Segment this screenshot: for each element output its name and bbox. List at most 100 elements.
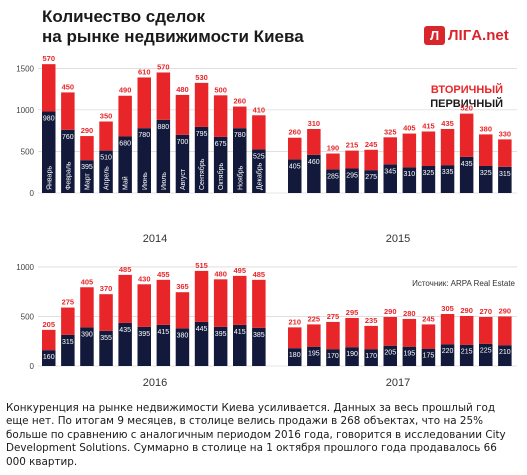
bar-secondary xyxy=(233,275,247,325)
bar-secondary xyxy=(479,134,493,166)
data-label-primary: 445 xyxy=(196,326,208,333)
bar-secondary xyxy=(80,136,94,161)
data-label-secondary: 380 xyxy=(479,124,492,133)
data-label-primary: 170 xyxy=(365,353,377,360)
data-label-primary: 380 xyxy=(177,332,189,339)
data-label-secondary: 235 xyxy=(365,316,378,325)
bar-secondary xyxy=(137,77,151,129)
data-label-primary: 980 xyxy=(43,116,55,123)
y-tick-label: 500 xyxy=(21,147,35,156)
chart-panel-2017: 210 180 225 195 275 170 295 190 235 170 290 205 280 1… xyxy=(288,304,512,389)
data-label-primary: 180 xyxy=(289,352,301,359)
y-tick-label: 1500 xyxy=(16,64,34,73)
bar-primary xyxy=(459,344,474,366)
data-label-primary: 395 xyxy=(138,331,150,338)
bar-secondary xyxy=(99,121,113,151)
bar-primary xyxy=(175,134,190,193)
bar-primary xyxy=(194,321,209,366)
bar-primary xyxy=(118,136,132,193)
bar-primary xyxy=(383,345,397,366)
data-label-secondary: 295 xyxy=(346,308,359,317)
bar-primary xyxy=(402,346,417,366)
data-label-primary: 325 xyxy=(423,170,435,177)
month-label: Июнь xyxy=(142,172,149,190)
bar-primary xyxy=(440,165,455,193)
bar-secondary xyxy=(61,92,75,130)
month-label: Ноябрь xyxy=(236,165,244,190)
data-label-secondary: 330 xyxy=(499,129,512,138)
bar-primary xyxy=(288,159,302,193)
data-label-secondary: 480 xyxy=(214,269,227,278)
bar-secondary xyxy=(402,318,417,347)
bar-secondary xyxy=(421,324,436,349)
month-label: Июль xyxy=(161,172,168,190)
bar-secondary xyxy=(175,292,190,329)
data-label-primary: 795 xyxy=(196,131,208,138)
data-label-primary: 395 xyxy=(81,164,93,171)
bar-secondary xyxy=(288,137,302,160)
data-label-primary: 675 xyxy=(215,141,227,148)
data-label-secondary: 490 xyxy=(119,86,132,95)
bar-secondary xyxy=(42,64,56,112)
data-label-primary: 780 xyxy=(234,132,246,139)
data-label-secondary: 570 xyxy=(42,54,55,63)
data-label-primary: 510 xyxy=(100,155,112,162)
source-note: Источник: ARPA Real Estate xyxy=(412,279,515,288)
bar-secondary xyxy=(364,149,378,171)
data-label-secondary: 455 xyxy=(157,270,170,279)
y-tick-label: 1000 xyxy=(16,106,34,115)
chart-panel-2016: 205 160 275 315 405 390 370 355 485 435 430 395 455 4… xyxy=(42,261,266,389)
bar-secondary xyxy=(326,321,340,350)
bar-secondary xyxy=(213,95,228,137)
data-label-primary: 285 xyxy=(327,173,339,180)
data-label-secondary: 410 xyxy=(253,105,266,114)
data-label-secondary: 610 xyxy=(138,67,151,76)
month-label: Октябрь xyxy=(217,163,225,190)
bar-primary xyxy=(80,160,94,193)
month-label: Март xyxy=(84,172,91,190)
bar-primary xyxy=(156,119,171,193)
data-label-primary: 195 xyxy=(308,351,320,358)
data-label-secondary: 450 xyxy=(62,82,75,91)
data-label-primary: 210 xyxy=(499,349,511,356)
bar-primary xyxy=(440,344,455,366)
data-label-primary: 435 xyxy=(119,327,131,334)
bar-secondary xyxy=(440,314,455,345)
bar-primary xyxy=(61,334,75,366)
bar-primary xyxy=(80,327,94,366)
data-label-secondary: 245 xyxy=(365,140,378,149)
legend-secondary: ВТОРИЧНЫЙ xyxy=(431,83,503,96)
bar-secondary xyxy=(402,133,417,168)
data-label-primary: 345 xyxy=(384,168,396,175)
bar-secondary xyxy=(307,324,321,347)
bar-secondary xyxy=(118,95,132,137)
data-label-primary: 760 xyxy=(62,134,74,141)
bar-secondary xyxy=(99,294,113,331)
bar-primary xyxy=(307,346,321,366)
data-label-secondary: 290 xyxy=(81,126,94,135)
bar-primary xyxy=(345,168,359,193)
month-label: Август xyxy=(180,168,187,190)
data-label-primary: 205 xyxy=(384,350,396,357)
logo-badge-icon: Л xyxy=(424,26,445,45)
bar-primary xyxy=(326,169,340,193)
data-label-primary: 215 xyxy=(461,349,473,356)
data-label-primary: 395 xyxy=(215,331,227,338)
data-label-primary: 355 xyxy=(100,335,112,342)
data-label-primary: 310 xyxy=(404,171,416,178)
bar-primary xyxy=(252,149,266,193)
y-tick-label: 1000 xyxy=(16,263,34,272)
bar-primary xyxy=(213,136,228,193)
bar-primary xyxy=(99,330,113,366)
data-label-primary: 295 xyxy=(346,172,358,179)
bar-primary xyxy=(459,156,474,193)
data-label-secondary: 275 xyxy=(327,312,340,321)
data-label-secondary: 405 xyxy=(403,124,416,133)
bar-secondary xyxy=(233,106,247,129)
bar-primary xyxy=(118,322,132,366)
data-label-secondary: 370 xyxy=(100,284,113,293)
data-label-secondary: 225 xyxy=(308,314,321,323)
month-label: Декабрь xyxy=(255,162,263,190)
data-label-secondary: 290 xyxy=(460,306,473,315)
